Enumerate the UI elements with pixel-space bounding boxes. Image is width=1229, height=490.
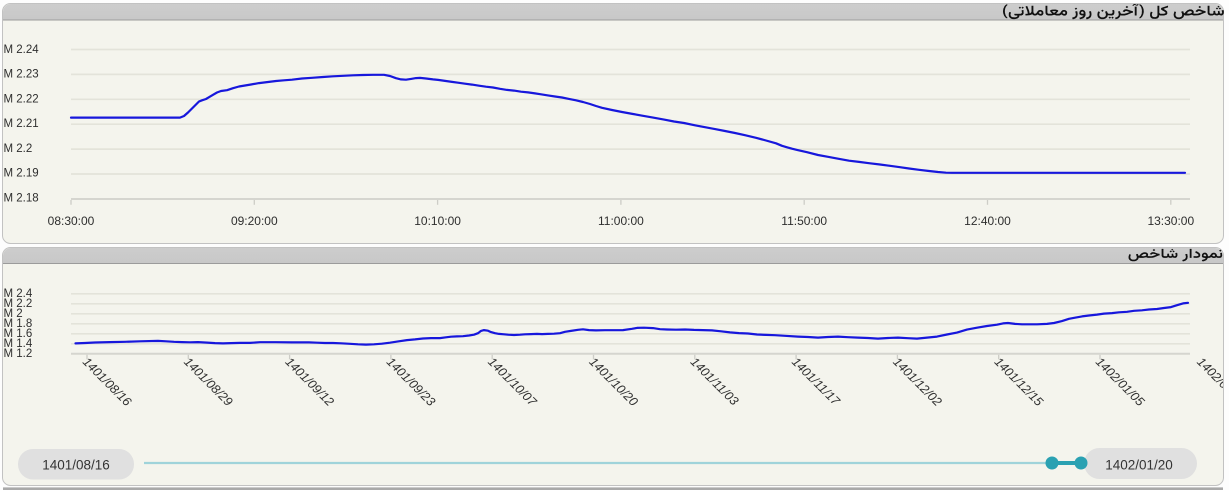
svg-text:M 2.22: M 2.22	[4, 94, 39, 106]
svg-text:11:50:00: 11:50:00	[781, 214, 827, 228]
svg-text:M 2.18: M 2.18	[4, 192, 39, 204]
svg-text:M 2.2: M 2.2	[4, 143, 33, 155]
svg-text:10:10:00: 10:10:00	[414, 214, 461, 228]
svg-text:M 2.2: M 2.2	[4, 298, 33, 310]
svg-text:1401/08/16: 1401/08/16	[42, 458, 110, 473]
svg-text:09:20:00: 09:20:00	[231, 214, 278, 228]
svg-text:08:30:00: 08:30:00	[48, 214, 95, 228]
svg-text:M 2.21: M 2.21	[4, 118, 39, 130]
svg-text:M 1.2: M 1.2	[4, 348, 33, 360]
svg-text:1402/01/20: 1402/01/20	[1105, 458, 1173, 473]
svg-text:M 2: M 2	[4, 308, 23, 320]
svg-text:11:00:00: 11:00:00	[598, 214, 644, 228]
svg-text:12:40:00: 12:40:00	[964, 214, 1011, 228]
svg-text:M 2.24: M 2.24	[4, 44, 40, 56]
svg-text:M 1.4: M 1.4	[4, 338, 33, 350]
svg-text:M 2.23: M 2.23	[4, 69, 39, 81]
svg-text:M 1.6: M 1.6	[4, 328, 33, 340]
svg-text:M 1.8: M 1.8	[4, 318, 33, 330]
svg-text:M 2.4: M 2.4	[4, 288, 33, 300]
svg-text:13:30:00: 13:30:00	[1147, 214, 1194, 228]
svg-text:M 2.19: M 2.19	[4, 168, 39, 180]
